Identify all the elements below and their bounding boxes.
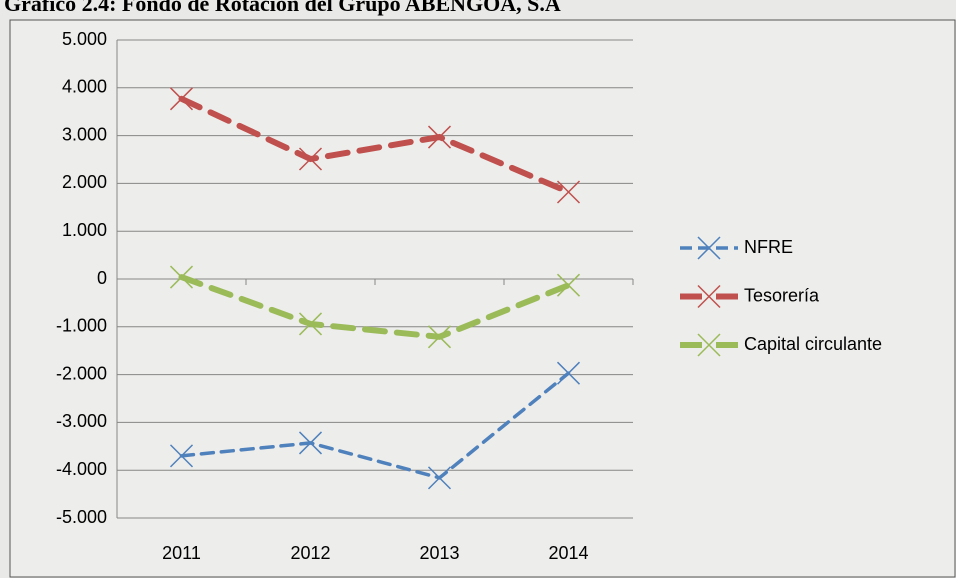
y-tick-label: 0: [97, 268, 107, 288]
y-tick-label: -1.000: [56, 316, 107, 336]
data-marker: [427, 466, 452, 490]
legend-marker: [697, 236, 721, 260]
chart-title: Gráfico 2.4: Fondo de Rotación del Grupo…: [4, 0, 561, 16]
chart-frame: [9, 19, 956, 578]
series-line: [179, 371, 571, 480]
x-tick-label: 2013: [419, 543, 459, 563]
x-tick-label: 2014: [548, 543, 588, 563]
data-marker: [169, 444, 194, 468]
data-marker: [298, 431, 323, 455]
data-marker: [427, 325, 452, 349]
y-tick-label: 5.000: [62, 29, 107, 49]
data-marker: [556, 273, 581, 297]
series-line: [178, 95, 572, 196]
legend-marker: [697, 284, 721, 309]
data-marker: [169, 87, 194, 111]
x-tick-label: 2011: [162, 543, 201, 563]
y-tick-label: 4.000: [62, 77, 107, 97]
data-marker: [169, 265, 194, 289]
y-tick-label: -4.000: [56, 459, 107, 479]
data-marker: [427, 125, 452, 149]
series-line: [178, 274, 572, 340]
data-marker: [298, 312, 323, 336]
data-marker: [556, 180, 581, 204]
y-tick-label: -2.000: [56, 363, 107, 383]
data-marker: [556, 361, 581, 385]
y-tick-label: 2.000: [62, 172, 107, 192]
legend-label: NFRE: [744, 237, 793, 257]
legend-label: Tesorería: [744, 285, 820, 305]
legend-label: Capital circulante: [744, 334, 882, 354]
data-marker: [298, 147, 323, 171]
y-tick-label: 1.000: [62, 220, 107, 240]
legend-marker: [697, 333, 721, 357]
x-tick-label: 2012: [290, 543, 330, 563]
y-tick-label: 3.000: [62, 124, 107, 144]
y-tick-label: -5.000: [56, 507, 107, 527]
y-tick-label: -3.000: [56, 411, 107, 431]
